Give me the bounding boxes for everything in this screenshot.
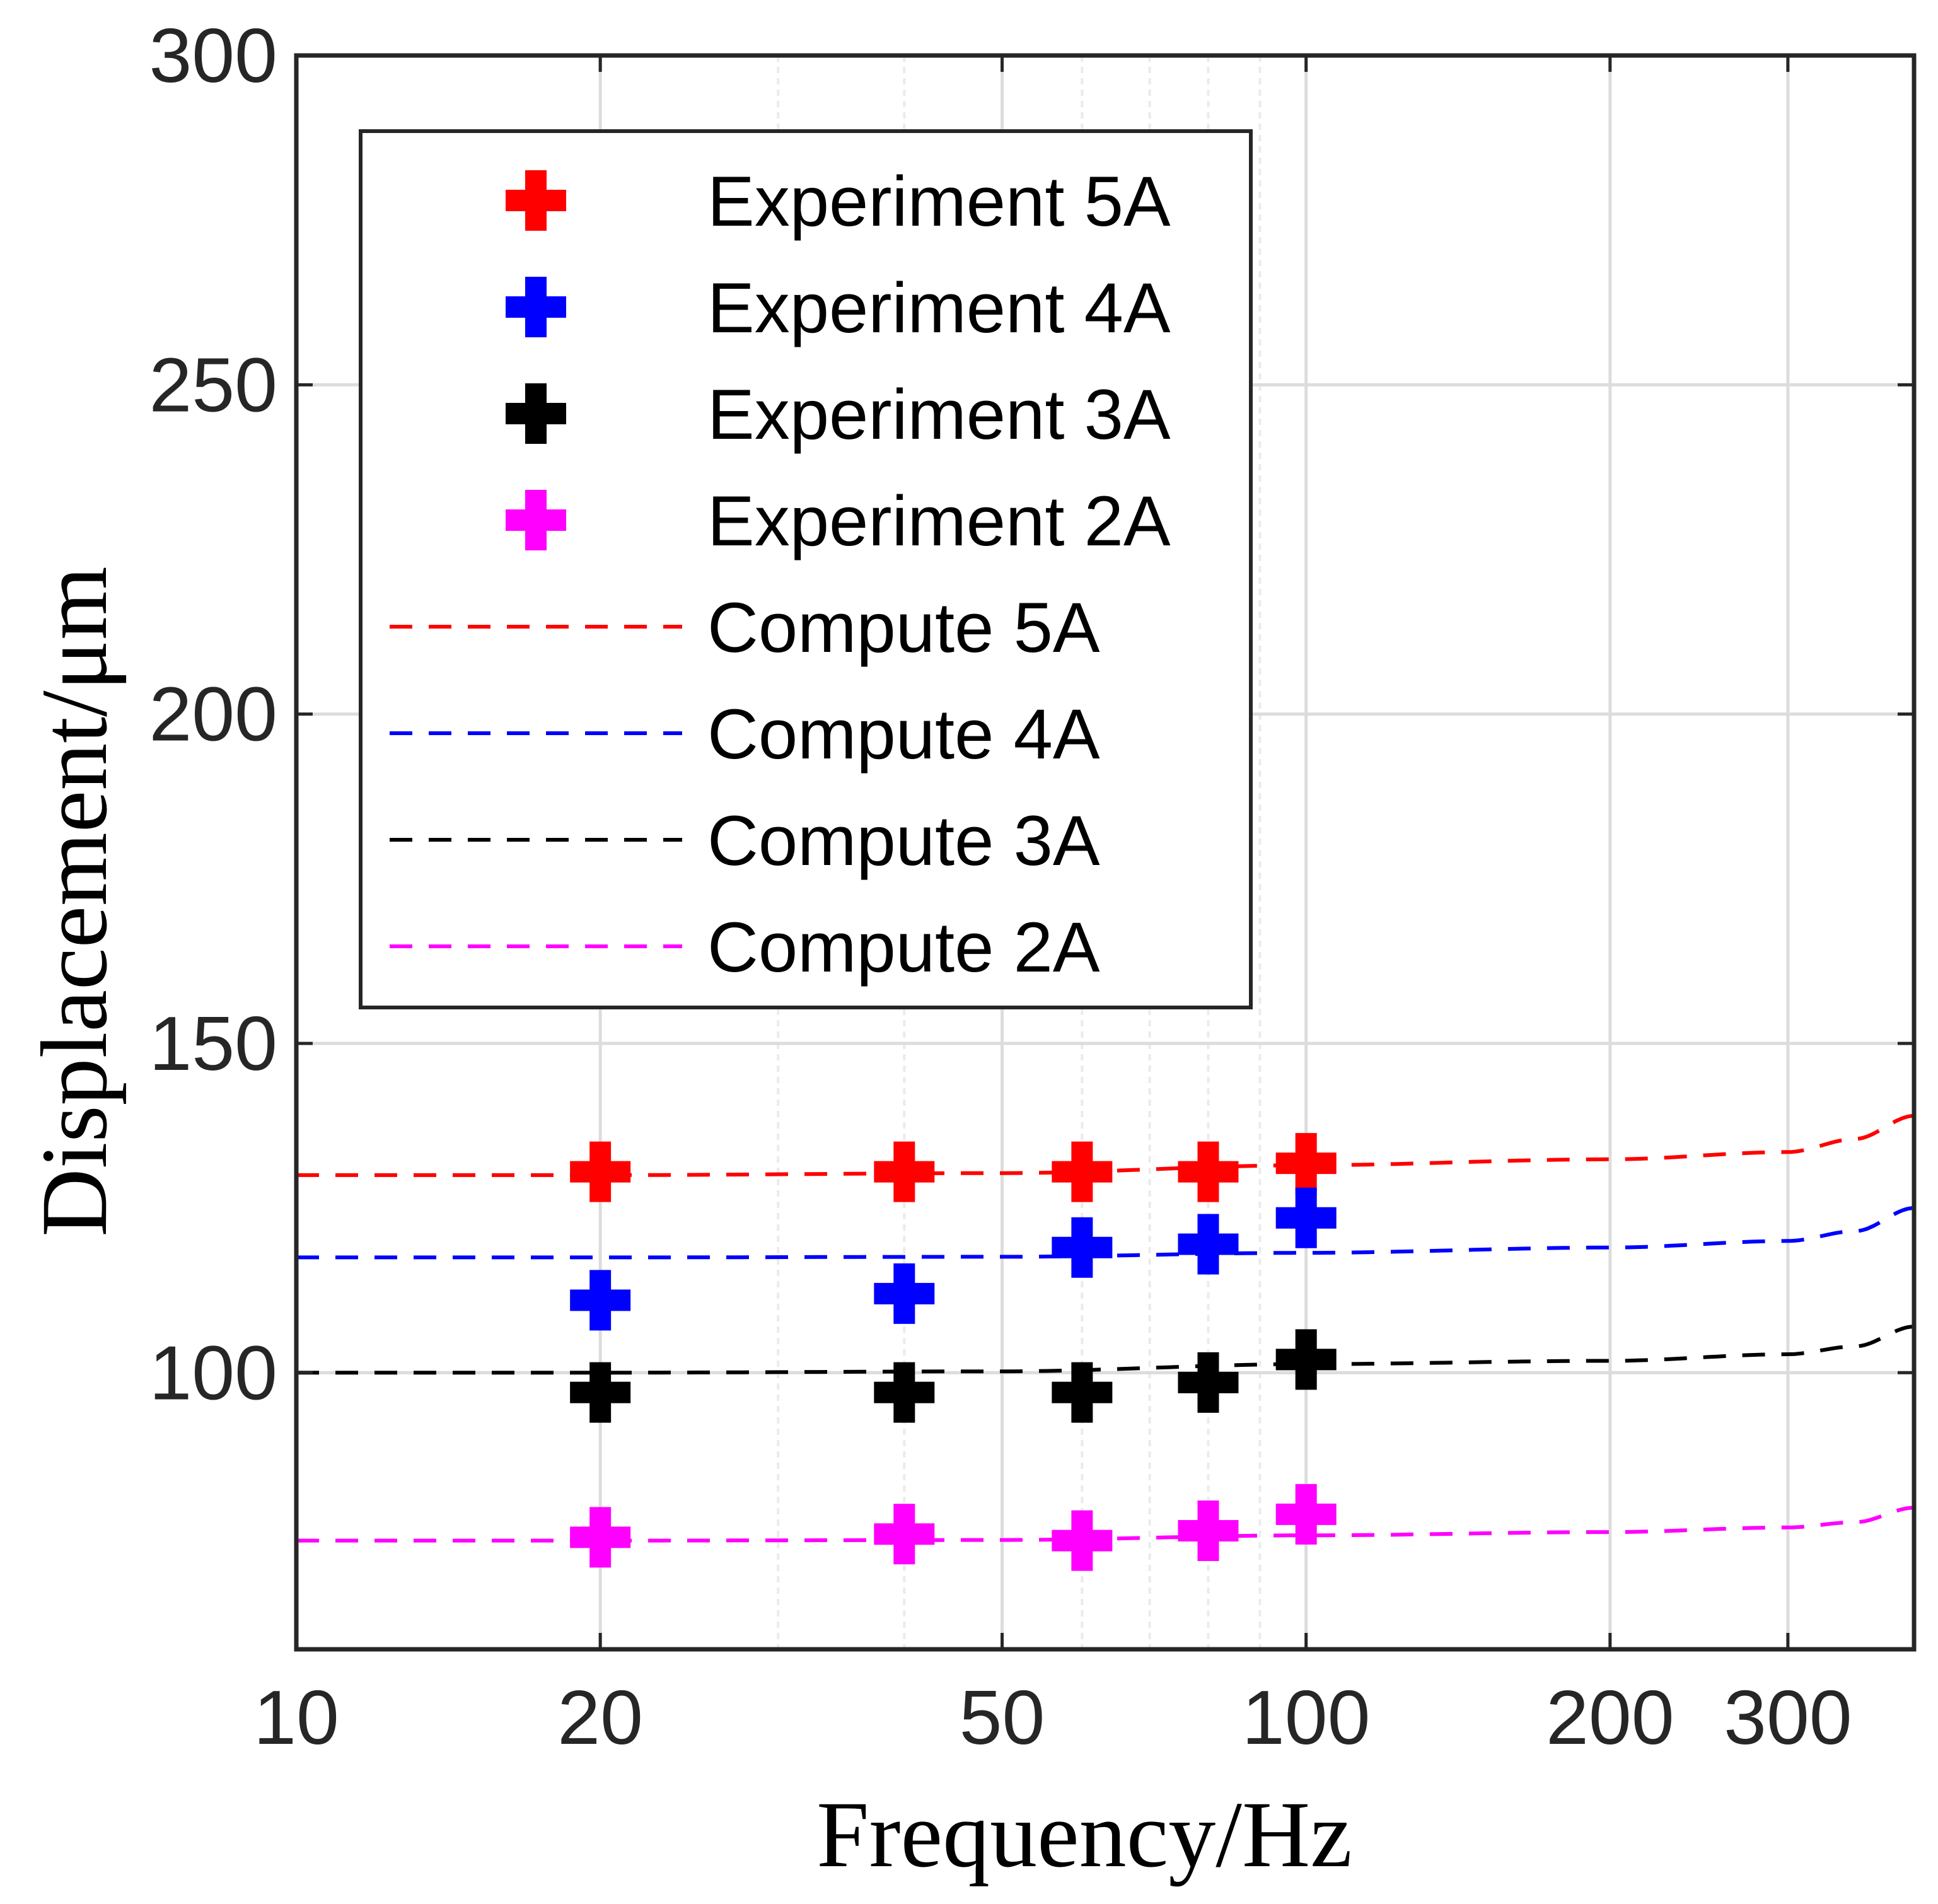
legend-label-compute-2a: Compute 2A: [707, 908, 1100, 987]
experiment-4a-point-60: [1052, 1217, 1113, 1278]
experiment-4a-point-20: [570, 1270, 631, 1331]
experiment-3a-point-100: [1275, 1329, 1337, 1390]
legend-marker-experiment-2a: [506, 490, 566, 550]
legend-marker-experiment-4a: [506, 277, 566, 337]
legend-label-compute-5a: Compute 5A: [707, 588, 1100, 667]
legend-marker-experiment-3a: [506, 383, 566, 444]
legend-label-experiment-5a: Experiment 5A: [707, 162, 1171, 241]
experiment-3a-point-40: [874, 1362, 935, 1423]
compute-4a-line: [296, 1206, 1915, 1260]
y-tick-label-100: 100: [149, 1330, 277, 1415]
y-axis-title: Displacement/μm: [22, 566, 127, 1236]
y-tick-label-150: 150: [149, 1001, 277, 1086]
x-tick-label-20: 20: [557, 1675, 643, 1760]
experiment-2a-point-60: [1052, 1510, 1113, 1571]
x-tick-label-10: 10: [253, 1675, 339, 1760]
legend-label-experiment-3a: Experiment 3A: [707, 375, 1171, 454]
x-tick-label-300: 300: [1724, 1675, 1852, 1760]
legend-label-compute-4a: Compute 4A: [707, 695, 1100, 774]
experiment-5a-point-80: [1178, 1141, 1239, 1202]
experiment-4a-point-80: [1178, 1214, 1239, 1275]
x-tick-label-200: 200: [1546, 1675, 1674, 1760]
experiment-3a-point-20: [570, 1362, 631, 1423]
compute-5a-line: [296, 1113, 1915, 1177]
y-tick-label-250: 250: [149, 342, 277, 427]
x-tick-label-50: 50: [960, 1675, 1045, 1760]
experiment-4a-point-40: [874, 1263, 935, 1324]
experiment-3a-point-80: [1178, 1352, 1239, 1413]
series-markers: [570, 1133, 1337, 1571]
legend-entries: Experiment 5A Experiment 4A Experiment 3A E…: [390, 162, 1171, 987]
experiment-5a-point-20: [570, 1141, 631, 1202]
experiment-5a-point-100: [1275, 1133, 1337, 1194]
experiment-2a-point-40: [874, 1504, 935, 1565]
experiment-4a-point-100: [1275, 1187, 1337, 1248]
legend: Experiment 5A Experiment 4A Experiment 3A E…: [359, 129, 1253, 1009]
series-lines: [296, 1113, 1915, 1543]
compute-2a-line: [296, 1506, 1915, 1543]
legend-label-experiment-2a: Experiment 2A: [707, 482, 1171, 560]
legend-box: [359, 129, 1253, 1009]
compute-3a-line: [296, 1325, 1915, 1375]
x-tick-label-100: 100: [1242, 1675, 1371, 1760]
legend-label-compute-3a: Compute 3A: [707, 801, 1100, 880]
experiment-2a-point-100: [1275, 1483, 1337, 1545]
experiment-5a-point-40: [874, 1141, 935, 1202]
tick-labels: 10 20 50 100 200 300 100 150 200 250 300: [149, 13, 1852, 1760]
plot-area-frame: [294, 53, 1917, 1652]
legend-label-experiment-4a: Experiment 4A: [707, 269, 1171, 347]
y-tick-label-300: 300: [149, 13, 277, 98]
legend-marker-experiment-5a: [506, 170, 566, 231]
experiment-2a-point-20: [570, 1507, 631, 1568]
experiment-2a-point-80: [1178, 1500, 1239, 1561]
x-axis-title: Frequency/Hz: [816, 1782, 1352, 1887]
experiment-3a-point-60: [1052, 1362, 1113, 1423]
y-tick-label-200: 200: [149, 671, 277, 757]
experiment-5a-point-60: [1052, 1141, 1113, 1202]
ticks: [294, 54, 1914, 1649]
